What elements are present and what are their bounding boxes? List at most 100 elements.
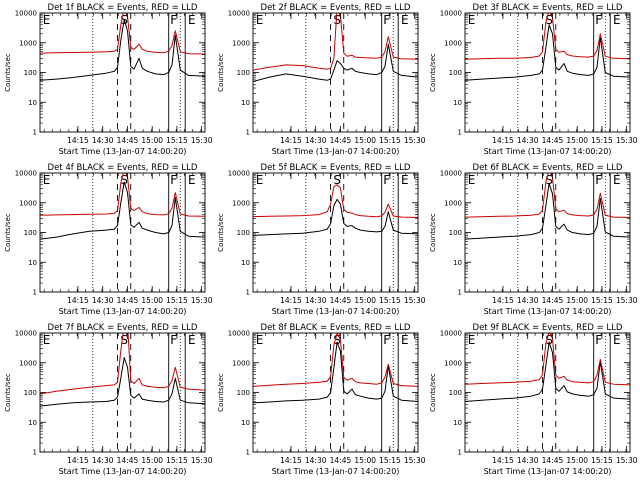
chart-title: Det 7f BLACK = Events, RED = LLD — [48, 323, 198, 333]
y-tick-label: 1 — [246, 289, 250, 297]
y-axis-label: Counts/sec — [429, 373, 437, 412]
x-tick-label: 14:15 — [492, 136, 514, 145]
y-tick-label: 100 — [237, 69, 250, 77]
y-tick-label: 1 — [33, 129, 37, 137]
x-tick-label: 15:00 — [141, 456, 163, 465]
interval-letter: F — [595, 13, 602, 27]
interval-letter: E — [43, 13, 51, 27]
series-line-events — [253, 43, 418, 82]
series-line-lld — [465, 173, 630, 218]
x-tick-label: 14:45 — [330, 456, 352, 465]
x-tick-label: 14:45 — [542, 296, 564, 305]
chart-panel-6: Det 6f BLACK = Events, RED = LLD Counts/s… — [429, 163, 638, 316]
series-group — [465, 13, 630, 81]
series-line-events — [465, 182, 630, 240]
y-tick-label: 100 — [237, 389, 250, 397]
chart-panel-4: Det 4f BLACK = Events, RED = LLD Counts/s… — [4, 163, 213, 316]
chart-panel-8: Det 8f BLACK = Events, RED = LLD Counts/s… — [217, 323, 426, 476]
x-tick-label: 15:00 — [566, 456, 588, 465]
y-tick-label: 100 — [449, 69, 462, 77]
y-tick-label: 10 — [241, 259, 250, 267]
y-tick-label: 1 — [33, 289, 37, 297]
x-tick-label: 15:15 — [591, 136, 613, 145]
plot-frame — [252, 172, 419, 293]
series-line-lld — [40, 13, 205, 55]
series-line-lld — [40, 333, 205, 395]
x-tick-label: 14:15 — [67, 296, 89, 305]
y-tick-label: 10000 — [440, 10, 462, 18]
x-tick-label: 14:30 — [305, 296, 327, 305]
x-tick-label: 15:00 — [141, 296, 163, 305]
series-line-lld — [465, 333, 630, 386]
y-tick-label: 1 — [246, 449, 250, 457]
y-axis-label: Counts/sec — [217, 53, 225, 92]
interval-letter: E — [256, 333, 264, 347]
x-tick-label: 14:15 — [492, 456, 514, 465]
series-line-events — [40, 19, 205, 81]
series-group — [253, 333, 418, 404]
y-tick-label: 10 — [241, 99, 250, 107]
y-tick-label: 1000 — [444, 199, 462, 207]
x-tick-label: 15:15 — [166, 296, 188, 305]
y-tick-label: 100 — [24, 229, 37, 237]
x-tick-label: 14:45 — [542, 456, 564, 465]
series-line-events — [40, 181, 205, 240]
y-tick-label: 100 — [449, 229, 462, 237]
interval-letter: S — [120, 333, 128, 347]
x-tick-label: 15:00 — [141, 136, 163, 145]
series-group — [465, 333, 630, 402]
x-tick-label: 14:45 — [542, 136, 564, 145]
y-tick-label: 10 — [28, 419, 37, 427]
series-line-lld — [253, 13, 418, 71]
interval-letter: E — [468, 13, 476, 27]
series-line-lld — [465, 13, 630, 60]
chart-title: Det 6f BLACK = Events, RED = LLD — [473, 163, 623, 173]
x-axis-label: Start Time (13-Jan-07 14:00:20) — [484, 307, 612, 316]
x-tick-label: 14:15 — [67, 136, 89, 145]
chart-title: Det 5f BLACK = Events, RED = LLD — [261, 163, 411, 173]
series-line-lld — [253, 333, 418, 387]
x-tick-label: 14:45 — [330, 296, 352, 305]
y-tick-label: 1000 — [19, 39, 37, 47]
y-tick-label: 1000 — [19, 359, 37, 367]
interval-letter: E — [613, 333, 621, 347]
x-tick-label: 14:30 — [517, 136, 539, 145]
x-tick-label: 15:00 — [566, 296, 588, 305]
y-tick-label: 10 — [28, 99, 37, 107]
y-tick-label: 100 — [449, 389, 462, 397]
y-tick-label: 1000 — [232, 39, 250, 47]
x-axis-label: Start Time (13-Jan-07 14:00:20) — [272, 467, 400, 476]
y-axis-label: Counts/sec — [4, 53, 12, 92]
interval-letter: E — [613, 13, 621, 27]
x-tick-label: 15:30 — [404, 456, 426, 465]
x-tick-label: 15:00 — [566, 136, 588, 145]
interval-letter: F — [595, 173, 602, 187]
x-tick-label: 15:15 — [591, 456, 613, 465]
y-tick-label: 10000 — [228, 170, 250, 178]
interval-letter: E — [401, 333, 409, 347]
series-group — [253, 13, 418, 82]
y-tick-label: 10 — [241, 419, 250, 427]
x-tick-label: 14:30 — [517, 296, 539, 305]
chart-title: Det 2f BLACK = Events, RED = LLD — [261, 3, 411, 13]
x-tick-label: 15:30 — [616, 456, 638, 465]
y-tick-label: 10000 — [15, 10, 37, 18]
x-tick-label: 14:30 — [305, 456, 327, 465]
x-tick-label: 15:30 — [616, 136, 638, 145]
interval-letter: S — [545, 13, 553, 27]
interval-letter: F — [170, 333, 177, 347]
y-axis-label: Counts/sec — [217, 213, 225, 252]
interval-letter: E — [188, 333, 196, 347]
y-tick-label: 10000 — [15, 170, 37, 178]
chart-title: Det 4f BLACK = Events, RED = LLD — [48, 163, 198, 173]
x-tick-label: 15:15 — [591, 296, 613, 305]
interval-letter: S — [120, 173, 128, 187]
series-line-events — [465, 341, 630, 402]
x-tick-label: 15:15 — [166, 136, 188, 145]
interval-letter: F — [595, 333, 602, 347]
plot-frame — [39, 332, 206, 453]
x-axis-label: Start Time (13-Jan-07 14:00:20) — [484, 467, 612, 476]
y-axis-label: Counts/sec — [429, 53, 437, 92]
y-tick-label: 1 — [458, 129, 462, 137]
interval-letter: S — [333, 13, 341, 27]
